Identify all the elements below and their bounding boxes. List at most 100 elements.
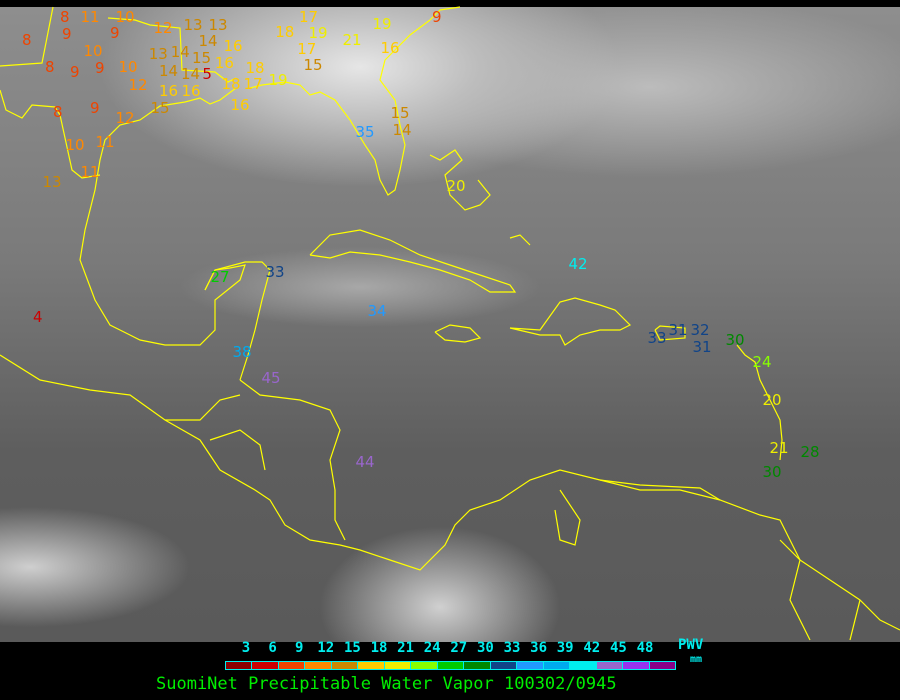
- colorbar-tick: 30: [476, 640, 494, 656]
- station-pwv-value: 13: [42, 172, 62, 191]
- colorbar-tick: 12: [317, 640, 335, 656]
- station-pwv-value: 16: [230, 95, 250, 114]
- station-pwv-value: 28: [800, 442, 820, 461]
- colorbar-tick: 33: [503, 640, 521, 656]
- station-pwv-value: 5: [202, 65, 212, 84]
- station-pwv-value: 14: [392, 121, 412, 139]
- station-pwv-value: 9: [70, 62, 80, 81]
- colorbar-swatch: [358, 662, 385, 669]
- station-pwv-value: 34: [367, 301, 387, 320]
- station-pwv-value: 31: [668, 320, 688, 339]
- station-pwv-value: 9: [95, 58, 105, 77]
- colorbar-swatch: [252, 662, 279, 669]
- colorbar-swatch: [411, 662, 438, 669]
- colorbar-swatch: [226, 662, 253, 669]
- station-pwv-value: 14: [158, 61, 179, 80]
- station-pwv-value: 13: [208, 15, 228, 34]
- station-pwv-value: 15: [192, 49, 212, 68]
- colorbar-swatch: [570, 662, 597, 669]
- station-pwv-value: 45: [261, 368, 281, 387]
- colorbar-unit: mm: [690, 654, 703, 665]
- station-pwv-value: 13: [148, 44, 168, 63]
- station-pwv-value: 16: [380, 38, 400, 57]
- station-pwv-value: 14: [198, 32, 218, 51]
- colorbar-swatch: [278, 662, 306, 669]
- colorbar-tick: 27: [450, 640, 468, 656]
- station-pwv-value: 15: [390, 104, 410, 122]
- station-pwv-value: 21: [342, 30, 362, 49]
- station-pwv-value: 10: [118, 57, 138, 76]
- station-pwv-value: 12: [115, 108, 135, 127]
- station-pwv-value: 17: [297, 39, 317, 58]
- colorbar-swatch: [490, 662, 518, 669]
- station-pwv-value: 8: [45, 57, 55, 76]
- colorbar-swatch: [384, 662, 412, 669]
- station-pwv-value: 9: [62, 24, 72, 43]
- colorbar-tick: 36: [530, 640, 548, 656]
- colorbar-tick: 9: [294, 640, 304, 656]
- station-pwv-value: 33: [265, 262, 285, 281]
- colorbar-swatch: [305, 662, 332, 669]
- station-pwv-value: 15: [303, 55, 323, 74]
- station-pwv-value: 8: [60, 7, 70, 26]
- colorbar: [225, 661, 676, 670]
- station-pwv-value: 38: [232, 342, 252, 361]
- station-pwv-value: 16: [158, 81, 179, 100]
- colorbar-tick-labels: 3 6 9 12 15 18 21 24 27 30 33 36 39 42 45 48: [0, 640, 900, 656]
- station-pwv-value: 18: [221, 74, 241, 93]
- colorbar-tick: 18: [370, 640, 388, 656]
- colorbar-unit-label: PWV: [678, 637, 704, 653]
- station-pwv-value: 44: [355, 452, 375, 471]
- station-pwv-value: 10: [65, 135, 85, 154]
- colorbar-tick: 42: [583, 640, 601, 656]
- station-pwv-value: 18: [245, 58, 265, 77]
- station-pwv-value: 8: [22, 30, 32, 49]
- station-pwv-value: 4: [33, 307, 43, 326]
- station-pwv-value: 33: [647, 328, 667, 347]
- station-pwv-value: 13: [183, 15, 203, 34]
- station-pwv-value: 16: [214, 54, 234, 72]
- station-pwv-value: 9: [110, 23, 120, 42]
- station-pwv-value: 20: [446, 176, 466, 195]
- station-pwv-value: 16: [181, 82, 201, 101]
- colorbar-swatch: [437, 662, 465, 669]
- map-title: SuomiNet Precipitable Water Vapor 100302…: [156, 674, 617, 694]
- colorbar-tick: 24: [423, 640, 441, 656]
- station-pwv-value: 30: [725, 330, 745, 349]
- station-pwv-value: 12: [128, 75, 148, 94]
- colorbar-swatch: [464, 662, 491, 669]
- colorbar-swatch: [331, 662, 359, 669]
- colorbar-tick: 3: [241, 640, 251, 656]
- station-pwv-value: 10: [115, 7, 135, 26]
- station-pwv-value: 9: [90, 98, 100, 117]
- station-pwv-value: 18: [275, 22, 295, 41]
- colorbar-swatch: [649, 662, 675, 669]
- station-pwv-value: 17: [243, 74, 263, 93]
- colorbar-tick: 39: [556, 640, 574, 656]
- station-pwv-value: 21: [769, 438, 789, 457]
- station-pwv-value: 19: [372, 14, 392, 33]
- station-pwv-value: 31: [692, 337, 712, 356]
- colorbar-tick: 48: [636, 640, 654, 656]
- colorbar-swatch: [543, 662, 571, 669]
- station-pwv-value: 24: [752, 352, 772, 371]
- station-pwv-value: 30: [762, 462, 782, 481]
- station-pwv-value: 20: [762, 390, 782, 409]
- colorbar-swatch: [596, 662, 624, 669]
- colorbar-tick: 21: [397, 640, 415, 656]
- station-pwv-value: 8: [53, 102, 63, 121]
- station-pwv-value: 32: [690, 320, 710, 339]
- colorbar-swatch: [623, 662, 650, 669]
- colorbar-tick: 45: [609, 640, 627, 656]
- colorbar-tick: 15: [343, 640, 361, 656]
- station-pwv-value: 19: [308, 23, 328, 42]
- station-pwv-value: 14: [180, 65, 201, 84]
- station-pwv-value: 19: [268, 70, 288, 89]
- station-pwv-value: 11: [80, 162, 100, 181]
- colorbar-tick: 6: [268, 640, 277, 656]
- station-pwv-value: 17: [299, 7, 319, 26]
- station-pwv-value: 16: [223, 37, 243, 55]
- station-pwv-value: 42: [568, 254, 588, 273]
- station-pwv-value: 35: [355, 122, 375, 141]
